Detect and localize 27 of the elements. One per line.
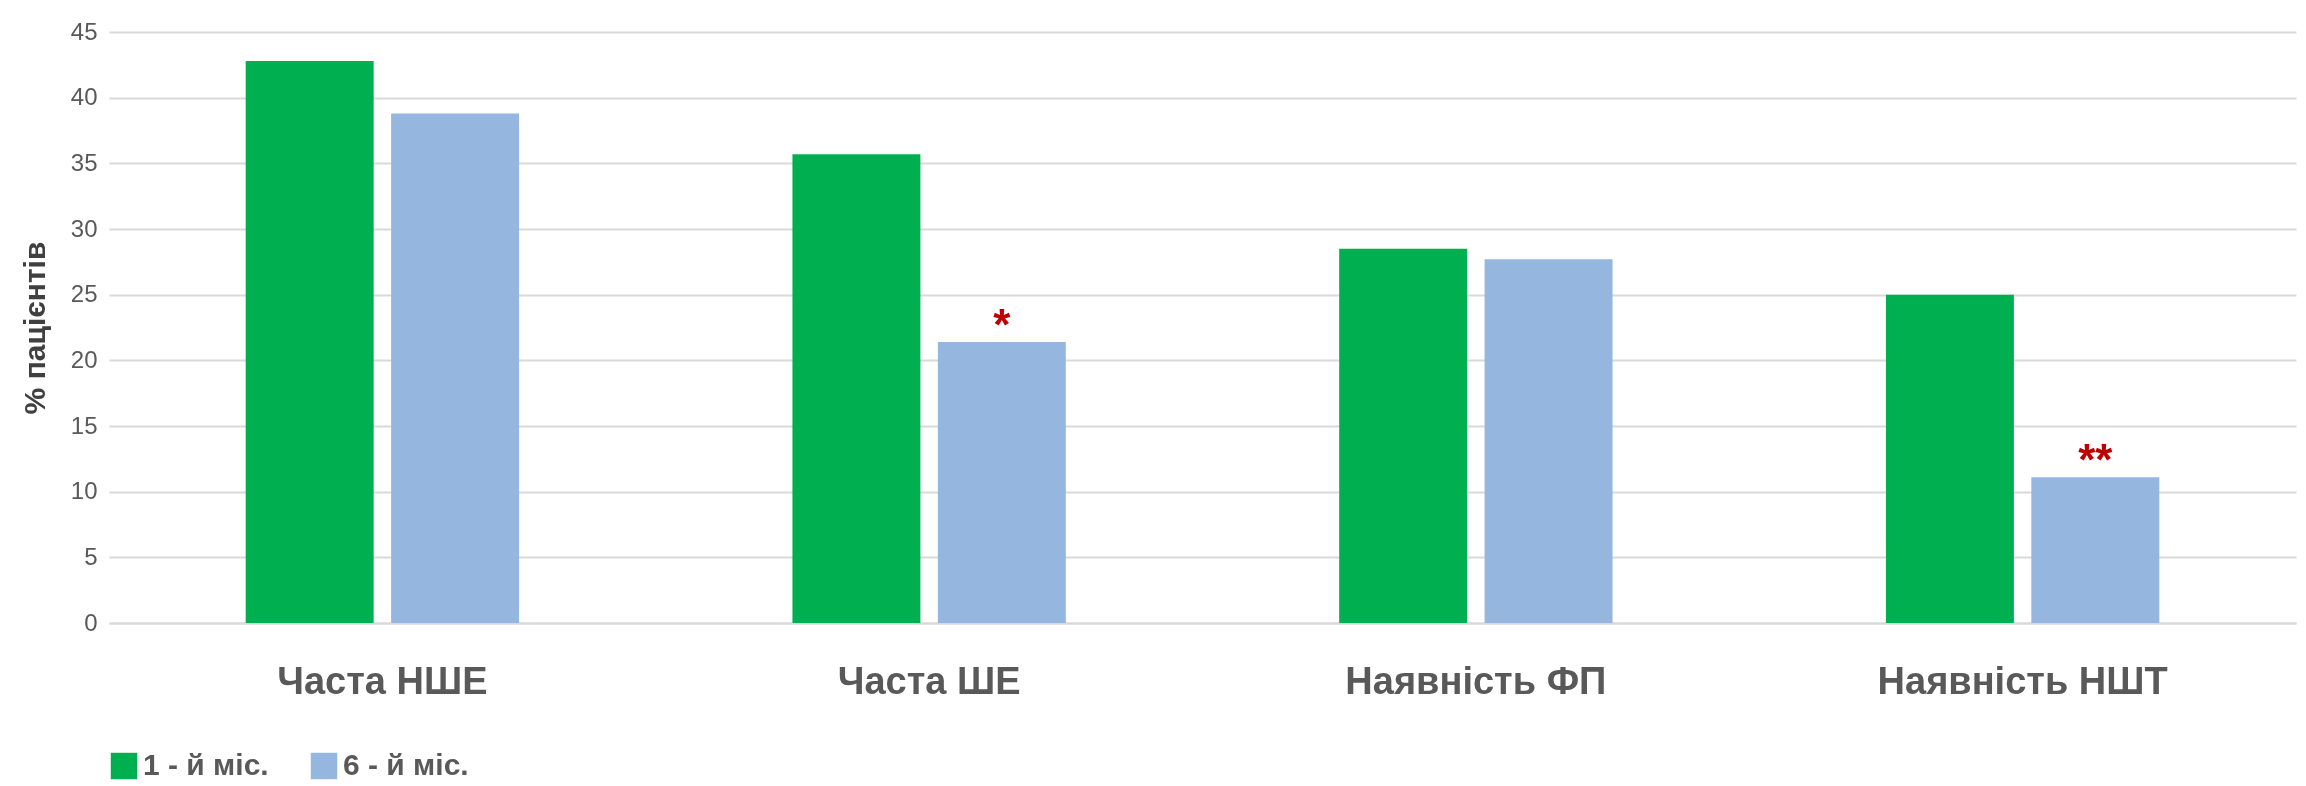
legend-label: 6 - й міс. — [343, 748, 469, 781]
y-tick-label: 20 — [70, 345, 98, 373]
bar — [937, 341, 1066, 623]
legend-label: 1 - й міс. — [143, 748, 269, 781]
y-tick-label: 0 — [84, 608, 98, 636]
bar — [2031, 477, 2160, 623]
bar — [245, 60, 374, 623]
y-tick-label: 5 — [84, 542, 98, 570]
bar — [1484, 259, 1613, 623]
annotation: * — [993, 299, 1012, 349]
y-tick-label: 30 — [70, 214, 98, 242]
y-tick-label: 15 — [70, 411, 98, 439]
x-tick-label: Часта ШЕ — [837, 659, 1021, 702]
y-tick-label: 25 — [70, 280, 98, 308]
y-tick-label: 45 — [70, 17, 98, 45]
y-axis-title: % пацієнтів — [17, 241, 51, 415]
bar — [1339, 248, 1468, 623]
x-tick-label: Наявність НШТ — [1877, 659, 2168, 702]
y-tick-label: 10 — [70, 477, 98, 505]
y-tick-label: 40 — [70, 83, 98, 111]
bar — [391, 113, 520, 623]
x-tick-label: Наявність ФП — [1345, 659, 1607, 702]
y-tick-label: 35 — [70, 148, 98, 176]
annotation: ** — [2078, 435, 2114, 485]
bar — [792, 154, 921, 623]
x-tick-label: Часта НШЕ — [277, 659, 488, 702]
bar — [1885, 294, 2014, 623]
